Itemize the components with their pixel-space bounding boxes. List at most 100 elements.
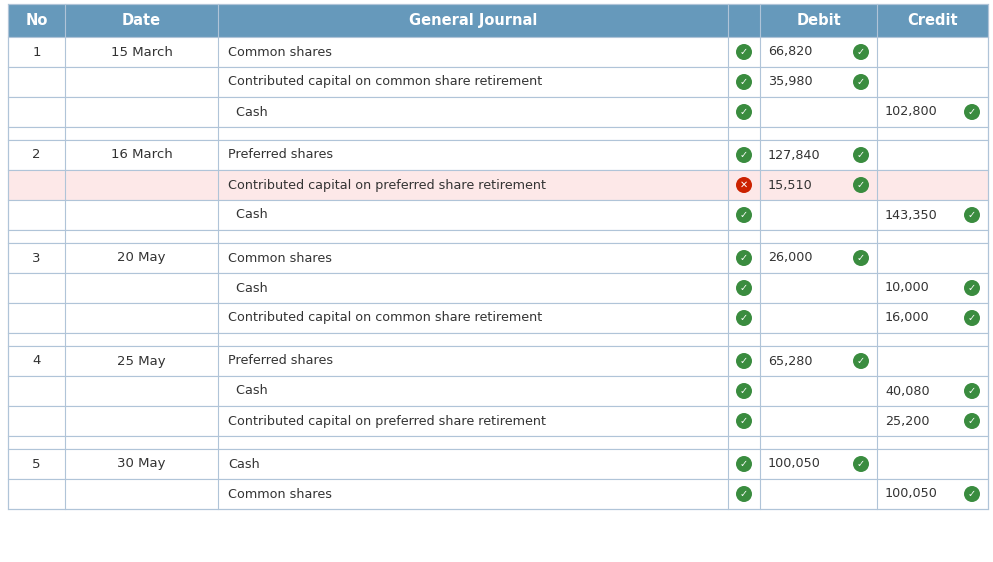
Text: ✓: ✓ (740, 416, 748, 426)
Ellipse shape (964, 280, 980, 296)
Text: Preferred shares: Preferred shares (228, 355, 333, 368)
Ellipse shape (736, 413, 752, 429)
Bar (8, 170, 988, 200)
Text: Common shares: Common shares (228, 487, 332, 501)
Ellipse shape (853, 456, 869, 472)
Bar (8, 406, 988, 436)
Ellipse shape (736, 250, 752, 266)
Text: ✓: ✓ (857, 150, 865, 160)
Ellipse shape (853, 250, 869, 266)
Text: Cash: Cash (228, 282, 268, 294)
Bar (8, 127, 988, 140)
Ellipse shape (736, 104, 752, 120)
Bar (8, 479, 988, 509)
Ellipse shape (964, 104, 980, 120)
Bar (8, 273, 988, 303)
Ellipse shape (736, 486, 752, 502)
Text: Common shares: Common shares (228, 252, 332, 265)
Bar (8, 37, 988, 67)
Text: 65,280: 65,280 (768, 355, 812, 368)
Ellipse shape (853, 353, 869, 369)
Text: ✓: ✓ (968, 107, 976, 117)
Ellipse shape (736, 177, 752, 193)
Ellipse shape (964, 413, 980, 429)
Ellipse shape (964, 486, 980, 502)
Text: 2: 2 (32, 148, 41, 161)
Ellipse shape (736, 44, 752, 60)
Text: 143,350: 143,350 (885, 209, 937, 221)
Ellipse shape (736, 74, 752, 90)
Bar (8, 436, 988, 449)
Bar (8, 303, 988, 333)
Bar (8, 230, 988, 243)
Text: ✓: ✓ (857, 77, 865, 87)
Bar (8, 449, 988, 479)
Text: ✓: ✓ (740, 253, 748, 263)
Text: 15 March: 15 March (110, 46, 173, 58)
Ellipse shape (736, 456, 752, 472)
Bar (8, 140, 988, 170)
Text: Common shares: Common shares (228, 46, 332, 58)
Text: ✓: ✓ (857, 459, 865, 469)
Ellipse shape (853, 44, 869, 60)
Text: ✓: ✓ (968, 313, 976, 323)
Text: Contributed capital on common share retirement: Contributed capital on common share reti… (228, 311, 542, 324)
Ellipse shape (736, 383, 752, 399)
Text: ✓: ✓ (740, 489, 748, 499)
Ellipse shape (853, 74, 869, 90)
Text: 100,050: 100,050 (885, 487, 937, 501)
Text: 5: 5 (32, 457, 41, 470)
Text: ✓: ✓ (740, 459, 748, 469)
Text: 35,980: 35,980 (768, 75, 812, 88)
Text: Contributed capital on common share retirement: Contributed capital on common share reti… (228, 75, 542, 88)
Text: ✓: ✓ (740, 386, 748, 396)
Bar (8, 200, 988, 230)
Text: General Journal: General Journal (409, 13, 537, 28)
Text: Preferred shares: Preferred shares (228, 148, 333, 161)
Text: ✓: ✓ (968, 210, 976, 220)
Text: Credit: Credit (908, 13, 958, 28)
Text: ✓: ✓ (740, 107, 748, 117)
Text: 20 May: 20 May (117, 252, 166, 265)
Ellipse shape (736, 280, 752, 296)
Text: Contributed capital on preferred share retirement: Contributed capital on preferred share r… (228, 415, 546, 428)
Ellipse shape (736, 353, 752, 369)
Text: ✓: ✓ (740, 313, 748, 323)
Text: 16,000: 16,000 (885, 311, 929, 324)
Text: 66,820: 66,820 (768, 46, 812, 58)
Text: Contributed capital on preferred share retirement: Contributed capital on preferred share r… (228, 179, 546, 192)
Text: ✓: ✓ (740, 210, 748, 220)
Bar (8, 67, 988, 97)
Text: ✓: ✓ (740, 77, 748, 87)
Text: 100,050: 100,050 (768, 457, 821, 470)
Bar (8, 4, 988, 37)
Text: 25,200: 25,200 (885, 415, 929, 428)
Text: ✓: ✓ (740, 283, 748, 293)
Text: 4: 4 (33, 355, 41, 368)
Text: ✓: ✓ (857, 253, 865, 263)
Text: ✓: ✓ (740, 356, 748, 366)
Bar (8, 333, 988, 346)
Ellipse shape (964, 383, 980, 399)
Text: Cash: Cash (228, 209, 268, 221)
Text: ✓: ✓ (857, 180, 865, 190)
Ellipse shape (964, 310, 980, 326)
Text: 127,840: 127,840 (768, 148, 820, 161)
Ellipse shape (736, 207, 752, 223)
Text: ✓: ✓ (968, 416, 976, 426)
Text: 40,080: 40,080 (885, 384, 929, 397)
Text: 1: 1 (32, 46, 41, 58)
Text: 16 March: 16 March (110, 148, 173, 161)
Text: ✓: ✓ (968, 489, 976, 499)
Bar (8, 346, 988, 376)
Text: ✓: ✓ (857, 356, 865, 366)
Bar (8, 243, 988, 273)
Text: ✓: ✓ (857, 47, 865, 57)
Text: Cash: Cash (228, 457, 260, 470)
Text: Cash: Cash (228, 106, 268, 119)
Text: Debit: Debit (796, 13, 841, 28)
Text: 10,000: 10,000 (885, 282, 929, 294)
Bar (8, 376, 988, 406)
Ellipse shape (736, 310, 752, 326)
Text: 3: 3 (32, 252, 41, 265)
